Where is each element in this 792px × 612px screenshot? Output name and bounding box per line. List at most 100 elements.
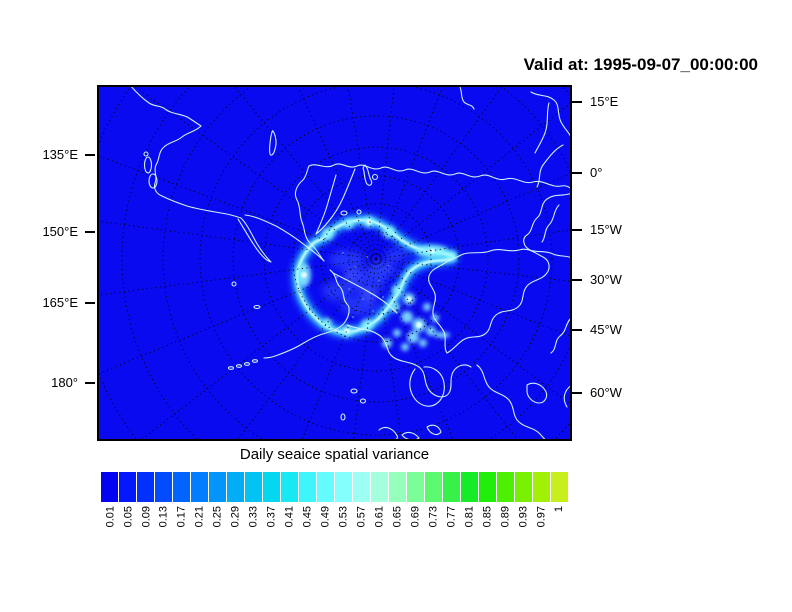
colorbar-tick: 0.69 <box>406 505 424 547</box>
colorbar-tick-value: 0.17 <box>175 506 188 528</box>
colorbar-tick-value: 0.53 <box>337 506 350 528</box>
colorbar-segment <box>155 472 173 502</box>
colorbar-segment <box>371 472 389 502</box>
colorbar-segment <box>443 472 461 502</box>
colorbar-tick: 0.29 <box>227 505 245 547</box>
colorbar-segment <box>263 472 281 502</box>
arctic-map <box>97 85 572 441</box>
ice-variance-blob-cores <box>301 219 435 334</box>
colorbar-segment <box>479 472 497 502</box>
longitude-label: 15°E <box>590 94 619 109</box>
axis-tick <box>572 392 582 394</box>
colorbar-title: Daily seaice spatial variance <box>239 446 430 463</box>
colorbar-tick: 0.09 <box>137 505 155 547</box>
colorbar-tick: 0.13 <box>155 505 173 547</box>
colorbar-segment <box>551 472 568 502</box>
colorbar-tick: 1 <box>550 505 568 547</box>
colorbar-tick-value: 0.21 <box>193 506 206 528</box>
colorbar-segment <box>101 472 119 502</box>
colorbar-tick: 0.97 <box>532 505 550 547</box>
colorbar-tick-value: 0.41 <box>283 506 296 528</box>
axis-tick <box>572 329 582 331</box>
longitude-label: 0° <box>590 165 603 180</box>
longitude-label: 165°E <box>42 295 78 310</box>
colorbar-segment <box>461 472 479 502</box>
colorbar-tick-value: 0.13 <box>157 506 170 528</box>
colorbar-tick: 0.49 <box>317 505 335 547</box>
colorbar-segment <box>299 472 317 502</box>
colorbar-tick: 0.21 <box>191 505 209 547</box>
colorbar-tick-value: 1 <box>553 506 566 513</box>
longitude-label: 150°E <box>42 224 78 239</box>
inner-ice-variance-patches <box>322 248 409 316</box>
longitude-label: 45°W <box>590 322 622 337</box>
longitude-label: 15°W <box>590 222 622 237</box>
axis-tick <box>572 279 582 281</box>
colorbar-segment <box>227 472 245 502</box>
colorbar-tick-value: 0.81 <box>463 506 476 528</box>
colorbar-segment <box>209 472 227 502</box>
map-frame <box>97 85 572 441</box>
axis-tick <box>85 382 95 384</box>
colorbar-tick: 0.85 <box>478 505 496 547</box>
colorbar-tick-value: 0.37 <box>265 506 278 528</box>
colorbar-tick-value: 0.05 <box>121 506 134 528</box>
colorbar-tick-value: 0.25 <box>211 506 224 528</box>
colorbar-tick-value: 0.93 <box>517 506 530 528</box>
colorbar-tick: 0.05 <box>119 505 137 547</box>
axis-tick <box>85 154 95 156</box>
axis-tick <box>572 229 582 231</box>
colorbar-segment <box>281 472 299 502</box>
colorbar-tick: 0.01 <box>101 505 119 547</box>
colorbar-tick: 0.77 <box>442 505 460 547</box>
colorbar-tick: 0.17 <box>173 505 191 547</box>
colorbar-tick-value: 0.89 <box>499 506 512 528</box>
longitude-label: 180° <box>51 375 78 390</box>
axis-tick <box>572 101 582 103</box>
colorbar-tick-value: 0.49 <box>319 506 332 528</box>
colorbar-segment <box>533 472 551 502</box>
colorbar-tick-value: 0.61 <box>373 506 386 528</box>
colorbar-segment <box>317 472 335 502</box>
coastlines <box>130 87 570 439</box>
colorbar-tick: 0.53 <box>335 505 353 547</box>
colorbar-segment <box>389 472 407 502</box>
colorbar <box>101 472 568 502</box>
colorbar-tick: 0.37 <box>263 505 281 547</box>
colorbar-tick: 0.65 <box>389 505 407 547</box>
colorbar-tick: 0.41 <box>281 505 299 547</box>
colorbar-tick-labels: 0.01 0.05 0.09 0.13 0.17 0.21 0.25 0.29 0.33 0.37… <box>101 505 568 547</box>
colorbar-tick: 0.73 <box>424 505 442 547</box>
colorbar-segment <box>515 472 533 502</box>
longitude-label: 135°E <box>42 147 78 162</box>
colorbar-tick-value: 0.29 <box>229 506 242 528</box>
longitude-label: 60°W <box>590 385 622 400</box>
colorbar-segment <box>497 472 515 502</box>
axis-tick <box>85 302 95 304</box>
colorbar-tick-value: 0.97 <box>535 506 548 528</box>
colorbar-tick: 0.81 <box>460 505 478 547</box>
colorbar-segment <box>335 472 353 502</box>
valid-time-title: Valid at: 1995-09-07_00:00:00 <box>523 55 758 74</box>
colorbar-segment <box>173 472 191 502</box>
colorbar-tick: 0.89 <box>496 505 514 547</box>
axis-tick <box>572 172 582 174</box>
colorbar-tick-value: 0.33 <box>247 506 260 528</box>
colorbar-tick: 0.25 <box>209 505 227 547</box>
colorbar-tick: 0.57 <box>353 505 371 547</box>
colorbar-tick-value: 0.69 <box>409 506 422 528</box>
colorbar-tick-value: 0.85 <box>481 506 494 528</box>
colorbar-tick: 0.61 <box>371 505 389 547</box>
colorbar-segment <box>425 472 443 502</box>
colorbar-tick-value: 0.77 <box>445 506 458 528</box>
longitude-label: 30°W <box>590 272 622 287</box>
colorbar-tick-value: 0.73 <box>427 506 440 528</box>
colorbar-segment <box>191 472 209 502</box>
axis-tick <box>85 231 95 233</box>
colorbar-tick: 0.93 <box>514 505 532 547</box>
colorbar-tick: 0.45 <box>299 505 317 547</box>
colorbar-tick-value: 0.09 <box>139 506 152 528</box>
colorbar-segment <box>245 472 263 502</box>
colorbar-tick-value: 0.01 <box>103 506 116 528</box>
